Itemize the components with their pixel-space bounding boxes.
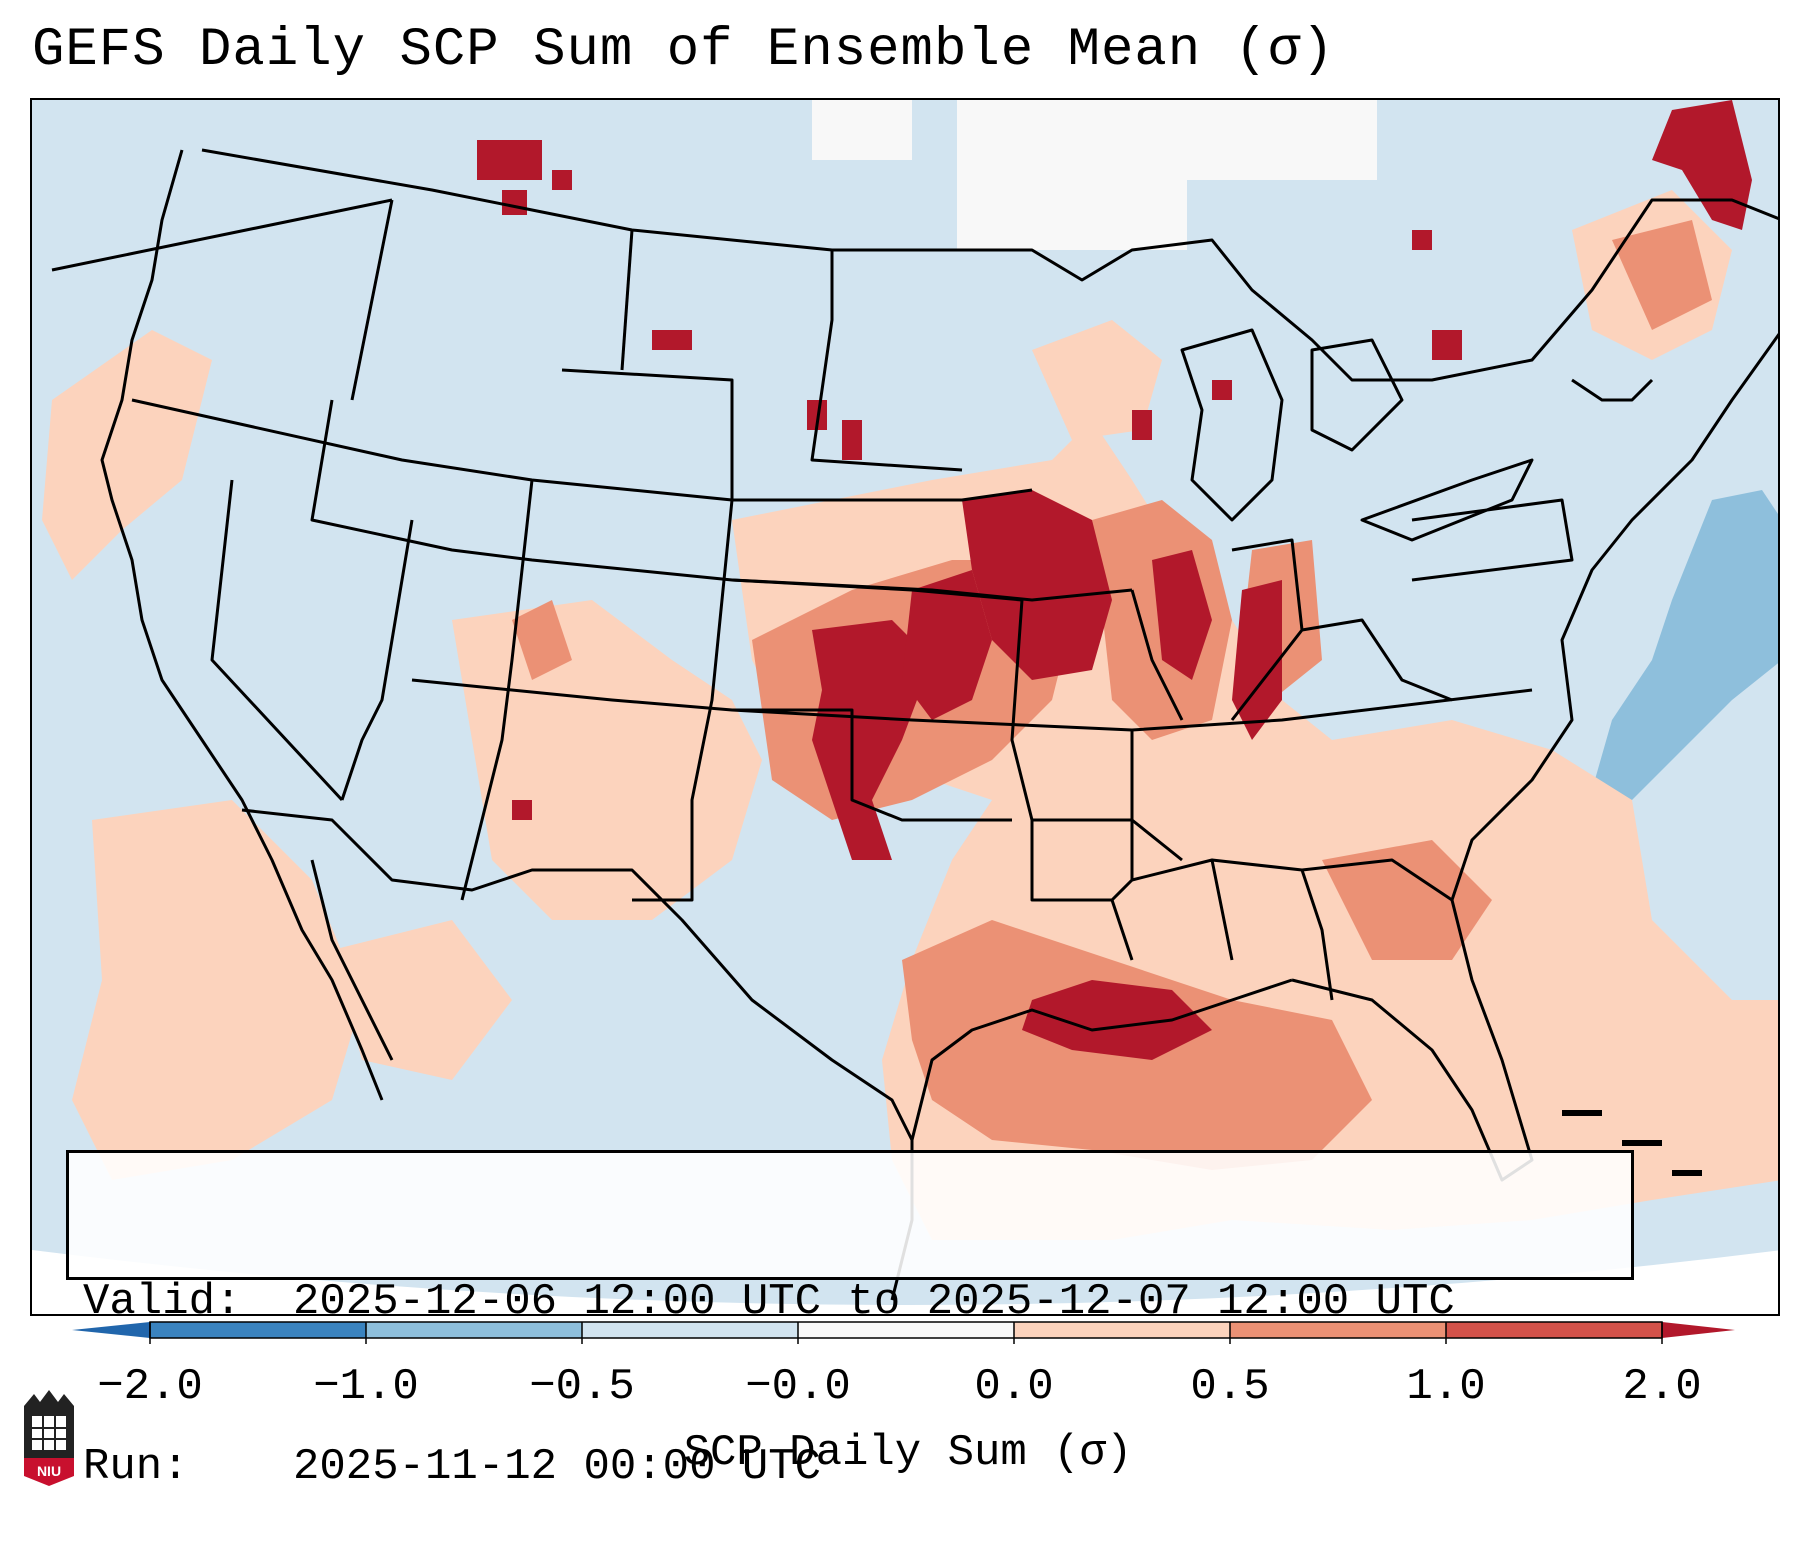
colorbar-tick-label: −0.5 bbox=[529, 1362, 635, 1412]
negative-anomaly-atlantic bbox=[1592, 490, 1778, 800]
scp-map bbox=[32, 100, 1778, 1305]
caribbean-islands bbox=[1562, 1110, 1702, 1176]
run-key: Run: bbox=[83, 1442, 189, 1492]
colorbar-tick-label: 2.0 bbox=[1622, 1362, 1702, 1412]
east-coastline bbox=[1291, 333, 1778, 1182]
mexico-border bbox=[241, 808, 914, 1141]
lake-erie-ontario bbox=[1360, 458, 1534, 542]
colorbar-tick-label: 0.5 bbox=[1190, 1362, 1270, 1412]
colorbar-tick-label: 0.0 bbox=[974, 1362, 1054, 1412]
colorbar-tick-label: −2.0 bbox=[97, 1362, 203, 1412]
colorbar-extend-low bbox=[72, 1322, 150, 1338]
valid-row: Valid: 2025-12-06 12:00 UTC to 2025-12-07… bbox=[83, 1275, 1617, 1330]
colorbar bbox=[72, 1321, 1735, 1344]
colorbar-tick-label: −0.0 bbox=[745, 1362, 851, 1412]
colorbar-extend-high bbox=[1662, 1322, 1735, 1338]
colorbar-segment-0 bbox=[150, 1322, 367, 1338]
colorbar-segment-3 bbox=[798, 1322, 1015, 1338]
logo-text: NIU bbox=[37, 1463, 61, 1479]
near-zero-region-north bbox=[957, 100, 1187, 250]
lake-huron bbox=[1310, 338, 1404, 452]
borders bbox=[51, 148, 1778, 1301]
canada-border bbox=[201, 148, 1778, 382]
run-value: 2025-11-12 00:00 UTC bbox=[293, 1442, 822, 1492]
validity-info-box: Valid: 2025-12-06 12:00 UTC to 2025-12-07… bbox=[66, 1150, 1634, 1492]
valid-key: Valid: bbox=[83, 1277, 242, 1327]
positive-anomaly-strong bbox=[477, 100, 1752, 1060]
colorbar-label: SCP Daily Sum (σ) bbox=[683, 1428, 1133, 1478]
lake-michigan bbox=[1180, 328, 1284, 522]
map-title: GEFS Daily SCP Sum of Ensemble Mean (σ) bbox=[32, 20, 1335, 81]
map-panel bbox=[30, 98, 1780, 1316]
run-row: Run: 2025-11-12 00:00 UTC bbox=[83, 1440, 1617, 1495]
colorbar-segment-5 bbox=[1230, 1322, 1447, 1338]
valid-value: 2025-12-06 12:00 UTC to 2025-12-07 12:00… bbox=[293, 1277, 1455, 1327]
colorbar-tick-label: 1.0 bbox=[1406, 1362, 1486, 1412]
niu-logo: NIU bbox=[24, 1390, 74, 1486]
near-zero-region-north-2 bbox=[812, 100, 912, 160]
baja-coast bbox=[310, 859, 394, 1061]
colorbar-segment-2 bbox=[582, 1322, 799, 1338]
near-zero-region-northeast bbox=[1187, 100, 1377, 180]
colorbar-segment-1 bbox=[366, 1322, 583, 1338]
west-coastline bbox=[100, 149, 384, 1101]
colorbar-tick-label: −1.0 bbox=[313, 1362, 419, 1412]
colorbar-segment-6 bbox=[1446, 1322, 1663, 1338]
colorbar-segment-4 bbox=[1014, 1322, 1231, 1338]
